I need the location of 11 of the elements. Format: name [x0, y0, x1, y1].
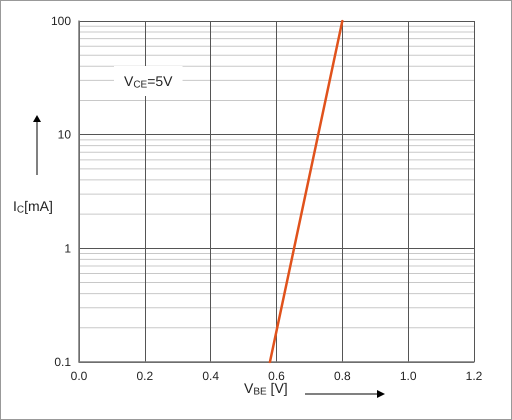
- x-tick-label: 0.8: [334, 369, 351, 383]
- x-tick-label: 0.6: [268, 369, 286, 383]
- x-tick-label: 0.4: [202, 369, 220, 383]
- x-tick-label: 0.2: [136, 369, 154, 383]
- text: 1.0: [400, 369, 417, 383]
- y-tick-label: 10: [58, 128, 72, 142]
- y-tick-label: 0.1: [54, 355, 72, 369]
- x-tick-label: 1.2: [466, 369, 483, 383]
- y-tick-label: 100: [50, 14, 72, 28]
- text: 0.0: [70, 369, 88, 383]
- y-tick-label: 1: [64, 241, 72, 256]
